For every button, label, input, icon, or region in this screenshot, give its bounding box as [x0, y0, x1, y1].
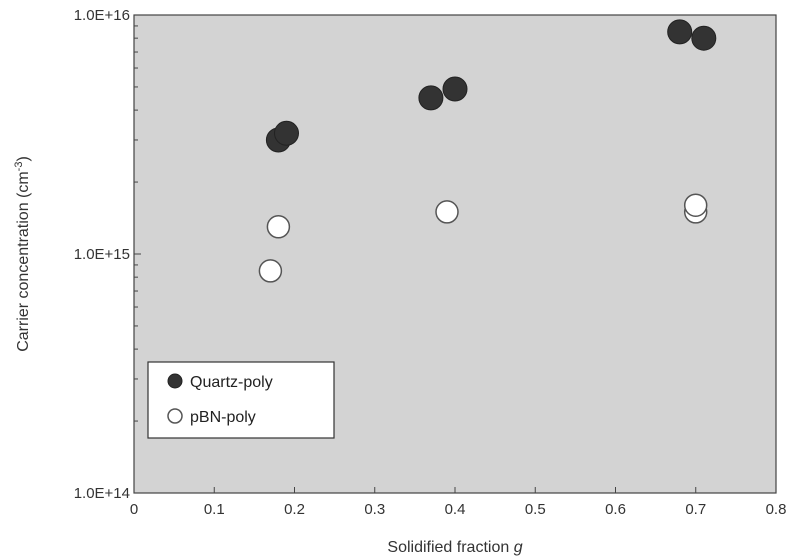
point-pbn-poly — [683, 193, 708, 217]
legend-label-pbn-poly: pBN-poly — [190, 409, 256, 426]
x-tick-label: 0.3 — [364, 501, 385, 518]
x-axis-title: Solidified fraction g — [387, 539, 522, 556]
point-quartz-poly — [442, 76, 468, 102]
x-tick-label: 0.6 — [605, 501, 626, 518]
y-tick-label: 1.0E+14 — [74, 485, 130, 502]
point-pbn-poly — [258, 259, 283, 283]
point-pbn-poly — [435, 200, 459, 224]
x-tick-label: 0.5 — [525, 501, 546, 518]
point-quartz-poly — [667, 19, 693, 45]
y-axis-title-sup: -3 — [13, 162, 25, 172]
legend-marker-quartz-poly — [167, 373, 183, 389]
point-quartz-poly — [418, 85, 444, 111]
x-tick-label: 0.4 — [445, 501, 466, 518]
x-axis-title-symbol: g — [514, 539, 523, 556]
legend-marker-pbn-poly — [167, 408, 183, 424]
y-axis-title-close: ) — [15, 156, 32, 161]
point-quartz-poly — [274, 120, 299, 146]
x-tick-label: 0 — [130, 501, 138, 518]
legend-label-quartz-poly: Quartz-poly — [190, 374, 273, 391]
y-tick-label: 1.0E+15 — [74, 246, 130, 263]
legend: Quartz-poly pBN-poly — [147, 361, 335, 439]
y-tick-label: 1.0E+16 — [74, 7, 130, 24]
x-axis-title-text: Solidified fraction — [387, 539, 509, 556]
x-tick-label: 0.7 — [685, 501, 706, 518]
x-tick-label: 0.1 — [204, 501, 225, 518]
axis-ticks: 0 0.1 0.2 0.3 0.4 0.5 0.6 0.7 0.8 1.0E+14 1.0E+15 1… — [74, 7, 787, 518]
x-tick-label: 0.8 — [766, 501, 787, 518]
y-axis-title: Carrier concentration (cm-3) — [13, 156, 32, 352]
x-tick-label: 0.2 — [284, 501, 305, 518]
data-points — [258, 19, 717, 283]
y-axis-title-text: Carrier concentration (cm — [15, 171, 32, 352]
point-quartz-poly — [691, 25, 717, 51]
point-pbn-poly — [266, 215, 291, 239]
